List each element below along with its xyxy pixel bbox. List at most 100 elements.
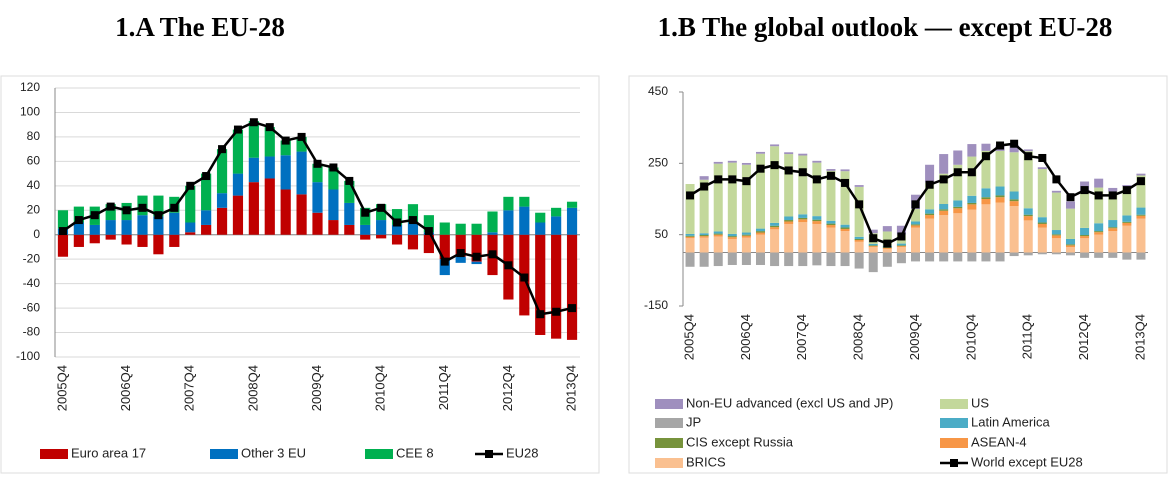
- line-marker: [996, 141, 1005, 150]
- bar: [1065, 238, 1076, 245]
- line-marker: [911, 200, 920, 209]
- y-tick-label: 80: [27, 129, 41, 143]
- bar: [535, 234, 546, 335]
- bar: [995, 195, 1005, 198]
- line-marker: [700, 182, 709, 191]
- y-tick-label: -60: [23, 300, 41, 314]
- bar: [264, 127, 275, 157]
- bar: [896, 243, 906, 246]
- bar: [981, 252, 991, 262]
- bar: [1065, 252, 1076, 256]
- x-tick-label: 2011Q4: [436, 365, 451, 410]
- bar: [169, 212, 180, 235]
- line-marker: [756, 164, 765, 173]
- bar: [1080, 235, 1090, 237]
- bar: [1051, 252, 1061, 255]
- x-tick-label: 2010Q4: [963, 314, 978, 360]
- line-marker: [186, 181, 195, 190]
- bar: [840, 169, 850, 172]
- bar: [1023, 149, 1033, 152]
- bar: [854, 236, 864, 239]
- panel-frame: [0, 75, 600, 474]
- bar: [1037, 167, 1047, 170]
- line-marker: [1136, 177, 1145, 186]
- bar: [812, 162, 822, 217]
- line-marker: [504, 261, 513, 270]
- bar: [487, 211, 498, 233]
- line-marker: [249, 118, 258, 127]
- bar: [1108, 227, 1118, 229]
- bar: [981, 150, 991, 189]
- bar: [1023, 208, 1033, 215]
- bar: [882, 248, 892, 253]
- line-marker: [74, 216, 83, 225]
- bar: [953, 164, 963, 201]
- bar: [153, 216, 164, 235]
- bar: [854, 186, 864, 237]
- bar: [699, 235, 709, 237]
- bar: [939, 154, 949, 174]
- x-tick-label: 2005Q4: [54, 365, 69, 411]
- bar: [967, 252, 977, 262]
- legend-swatch: [655, 399, 683, 409]
- line-marker: [1066, 193, 1075, 202]
- bar: [1009, 191, 1019, 200]
- bar: [1037, 217, 1047, 223]
- bar: [967, 144, 977, 157]
- panel-frame: [628, 75, 1168, 474]
- bar: [840, 171, 850, 225]
- bar: [391, 209, 403, 225]
- bar: [1080, 236, 1090, 239]
- bar: [727, 236, 737, 238]
- bar: [1080, 252, 1090, 258]
- bar: [925, 209, 935, 214]
- line-marker: [1094, 191, 1103, 200]
- bar: [1051, 192, 1061, 231]
- bar: [216, 207, 228, 235]
- bar: [953, 200, 963, 207]
- bar: [727, 160, 737, 163]
- bar: [1037, 223, 1047, 228]
- line-marker: [897, 232, 906, 241]
- line-marker: [784, 166, 793, 175]
- bar: [925, 215, 935, 219]
- bar: [1037, 222, 1047, 224]
- bar: [1136, 214, 1146, 216]
- bar: [73, 222, 84, 235]
- y-tick-label: -40: [23, 276, 41, 290]
- bar: [713, 231, 723, 234]
- legend-label: CIS except Russia: [686, 434, 794, 449]
- legend-label: Euro area 17: [71, 445, 146, 460]
- bar: [121, 234, 132, 245]
- legend-label: Other 3 EU: [241, 445, 306, 460]
- bar: [1108, 228, 1118, 232]
- bar: [685, 235, 695, 237]
- bar: [137, 234, 148, 247]
- legend-label: World except EU28: [971, 454, 1083, 469]
- bar: [439, 259, 450, 276]
- line-marker: [265, 123, 274, 132]
- line-marker: [138, 203, 147, 212]
- bar: [868, 245, 878, 247]
- bar: [1122, 186, 1132, 216]
- bar: [391, 224, 403, 235]
- bar: [1009, 152, 1019, 192]
- bar: [995, 150, 1005, 187]
- bar: [868, 247, 878, 253]
- bar: [925, 182, 935, 210]
- bar: [535, 222, 546, 235]
- bar: [89, 234, 100, 244]
- line-marker: [967, 168, 976, 177]
- bar: [798, 252, 808, 267]
- bar: [185, 232, 196, 235]
- line-marker: [1052, 175, 1061, 184]
- line-marker: [728, 175, 737, 184]
- bar: [939, 210, 949, 216]
- bar: [868, 252, 878, 273]
- line-marker: [855, 200, 864, 209]
- legend-swatch: [950, 459, 958, 467]
- x-tick-label: 2012Q4: [500, 365, 515, 411]
- legend-swatch: [655, 458, 683, 468]
- bar: [280, 155, 291, 190]
- line-marker: [456, 249, 465, 258]
